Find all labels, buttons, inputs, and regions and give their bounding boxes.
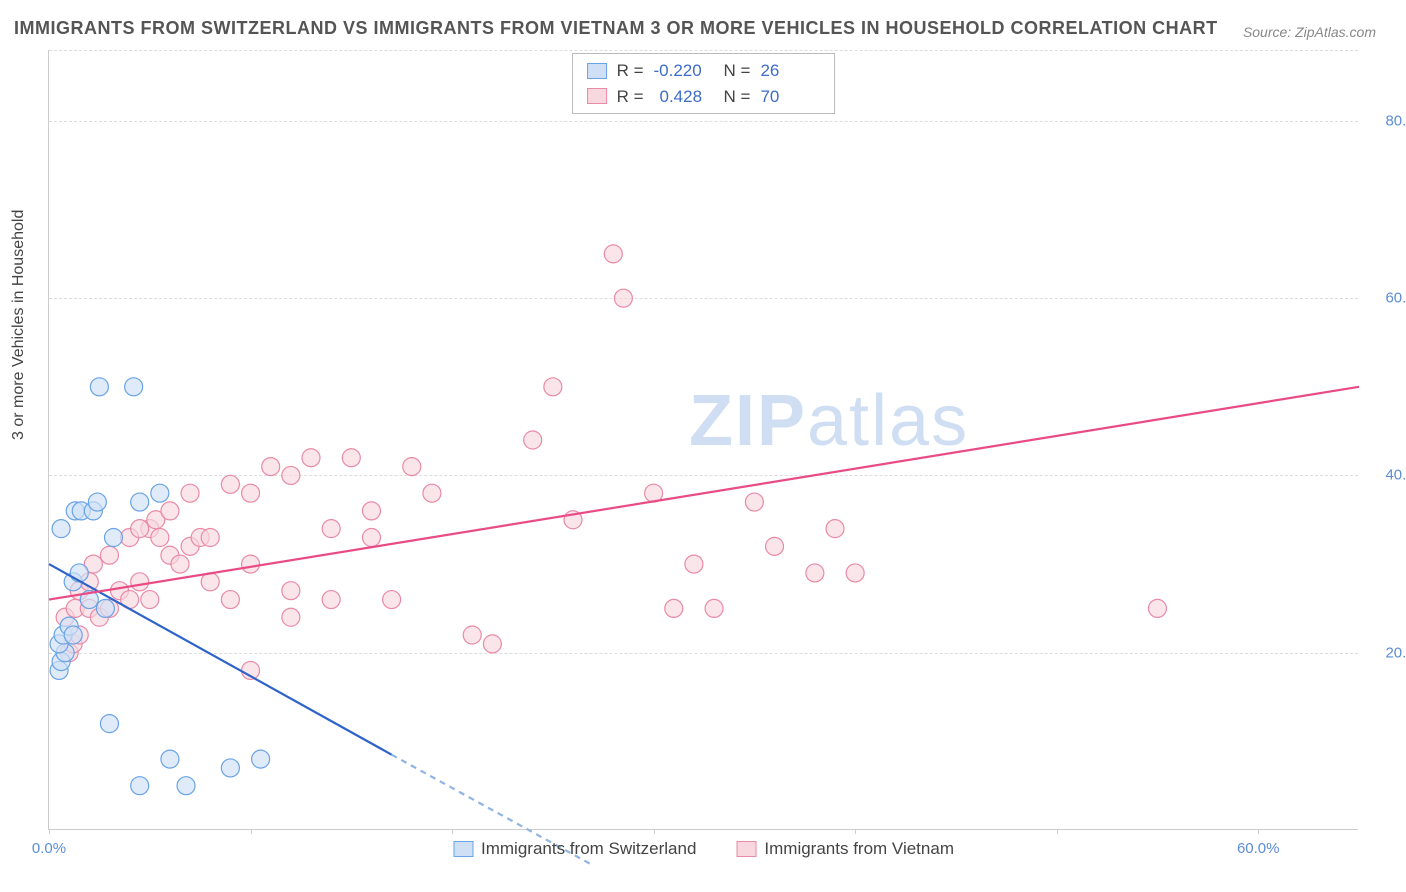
N-value-switzerland: 26 — [760, 58, 820, 84]
plot-area: 20.0%40.0%60.0%80.0% 0.0%60.0% ZIPatlas … — [48, 50, 1358, 830]
legend-item-switzerland: Immigrants from Switzerland — [453, 839, 696, 859]
bottom-legend: Immigrants from Switzerland Immigrants f… — [453, 839, 954, 859]
y-axis-label: 3 or more Vehicles in Household — [10, 210, 28, 440]
y-tick-label: 40.0% — [1368, 467, 1406, 484]
x-tick-label: 0.0% — [32, 840, 66, 857]
swatch-vietnam — [587, 88, 607, 104]
N-label: N = — [724, 84, 751, 110]
swatch-switzerland — [587, 63, 607, 79]
N-value-vietnam: 70 — [760, 84, 820, 110]
swatch-vietnam — [736, 841, 756, 857]
swatch-switzerland — [453, 841, 473, 857]
legend-label-vietnam: Immigrants from Vietnam — [764, 839, 954, 859]
stats-row-switzerland: R = -0.220 N = 26 — [587, 58, 821, 84]
y-tick-label: 60.0% — [1368, 290, 1406, 307]
R-label: R = — [617, 58, 644, 84]
R-value-switzerland: -0.220 — [654, 58, 714, 84]
scatter-svg — [49, 50, 1358, 829]
legend-label-switzerland: Immigrants from Switzerland — [481, 839, 696, 859]
stats-legend-box: R = -0.220 N = 26 R = 0.428 N = 70 — [572, 53, 836, 114]
R-label: R = — [617, 84, 644, 110]
R-value-vietnam: 0.428 — [654, 84, 714, 110]
y-tick-label: 80.0% — [1368, 112, 1406, 129]
scatter-vietnam — [56, 245, 1166, 680]
chart-title: IMMIGRANTS FROM SWITZERLAND VS IMMIGRANT… — [14, 18, 1218, 39]
stats-row-vietnam: R = 0.428 N = 70 — [587, 84, 821, 110]
legend-item-vietnam: Immigrants from Vietnam — [736, 839, 954, 859]
trend-lines — [49, 387, 1359, 866]
x-tick-label: 60.0% — [1237, 840, 1280, 857]
N-label: N = — [724, 58, 751, 84]
source-attribution: Source: ZipAtlas.com — [1243, 24, 1376, 40]
y-tick-label: 20.0% — [1368, 644, 1406, 661]
